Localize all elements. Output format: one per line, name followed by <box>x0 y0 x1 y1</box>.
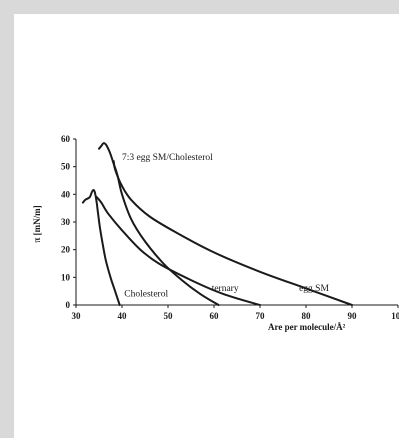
x-axis-title: Are per molecule/Å² <box>268 322 346 332</box>
x-tick-group: 30 40 50 60 70 80 90 100 <box>72 305 399 321</box>
curve-label-ternary: ternary <box>212 284 239 294</box>
y-tick-group: 0 10 20 30 40 50 60 <box>61 134 76 310</box>
y-tick-label: 20 <box>61 245 71 255</box>
y-tick-label: 10 <box>61 272 71 282</box>
x-tick-label: 40 <box>118 311 128 321</box>
y-tick-label: 50 <box>61 162 71 172</box>
series-group <box>81 142 353 306</box>
x-tick-label: 50 <box>164 311 174 321</box>
series-line-cholesterol <box>81 189 121 306</box>
y-tick-label: 30 <box>61 217 71 227</box>
curve-label-egg-sm: egg SM <box>299 284 329 294</box>
x-tick-label: 70 <box>256 311 266 321</box>
y-tick-label: 40 <box>61 189 71 199</box>
x-tick-label: 30 <box>72 311 82 321</box>
y-tick-label: 60 <box>61 134 71 144</box>
curve-label-group: Cholesterol ternary egg SM 7:3 egg SM/Chole… <box>122 153 329 300</box>
figure-page: 0 10 20 30 40 50 60 30 40 50 60 70 80 90 100 Choleste… <box>14 14 399 438</box>
series-line-7-3-egg-sm-cholesterol <box>98 142 220 306</box>
series-line-ternary <box>95 196 261 306</box>
x-tick-label: 60 <box>210 311 220 321</box>
x-tick-label: 90 <box>348 311 358 321</box>
isotherm-chart: 0 10 20 30 40 50 60 30 40 50 60 70 80 90 100 Choleste… <box>32 134 399 332</box>
y-axis-title: π [mN/m] <box>32 205 42 242</box>
curve-label-7-3-egg-sm-cholesterol: 7:3 egg SM/Cholesterol <box>122 153 213 163</box>
x-tick-label: 80 <box>302 311 312 321</box>
curve-label-cholesterol: Cholesterol <box>124 290 168 300</box>
x-tick-label: 100 <box>391 311 399 321</box>
y-tick-label: 0 <box>66 300 71 310</box>
